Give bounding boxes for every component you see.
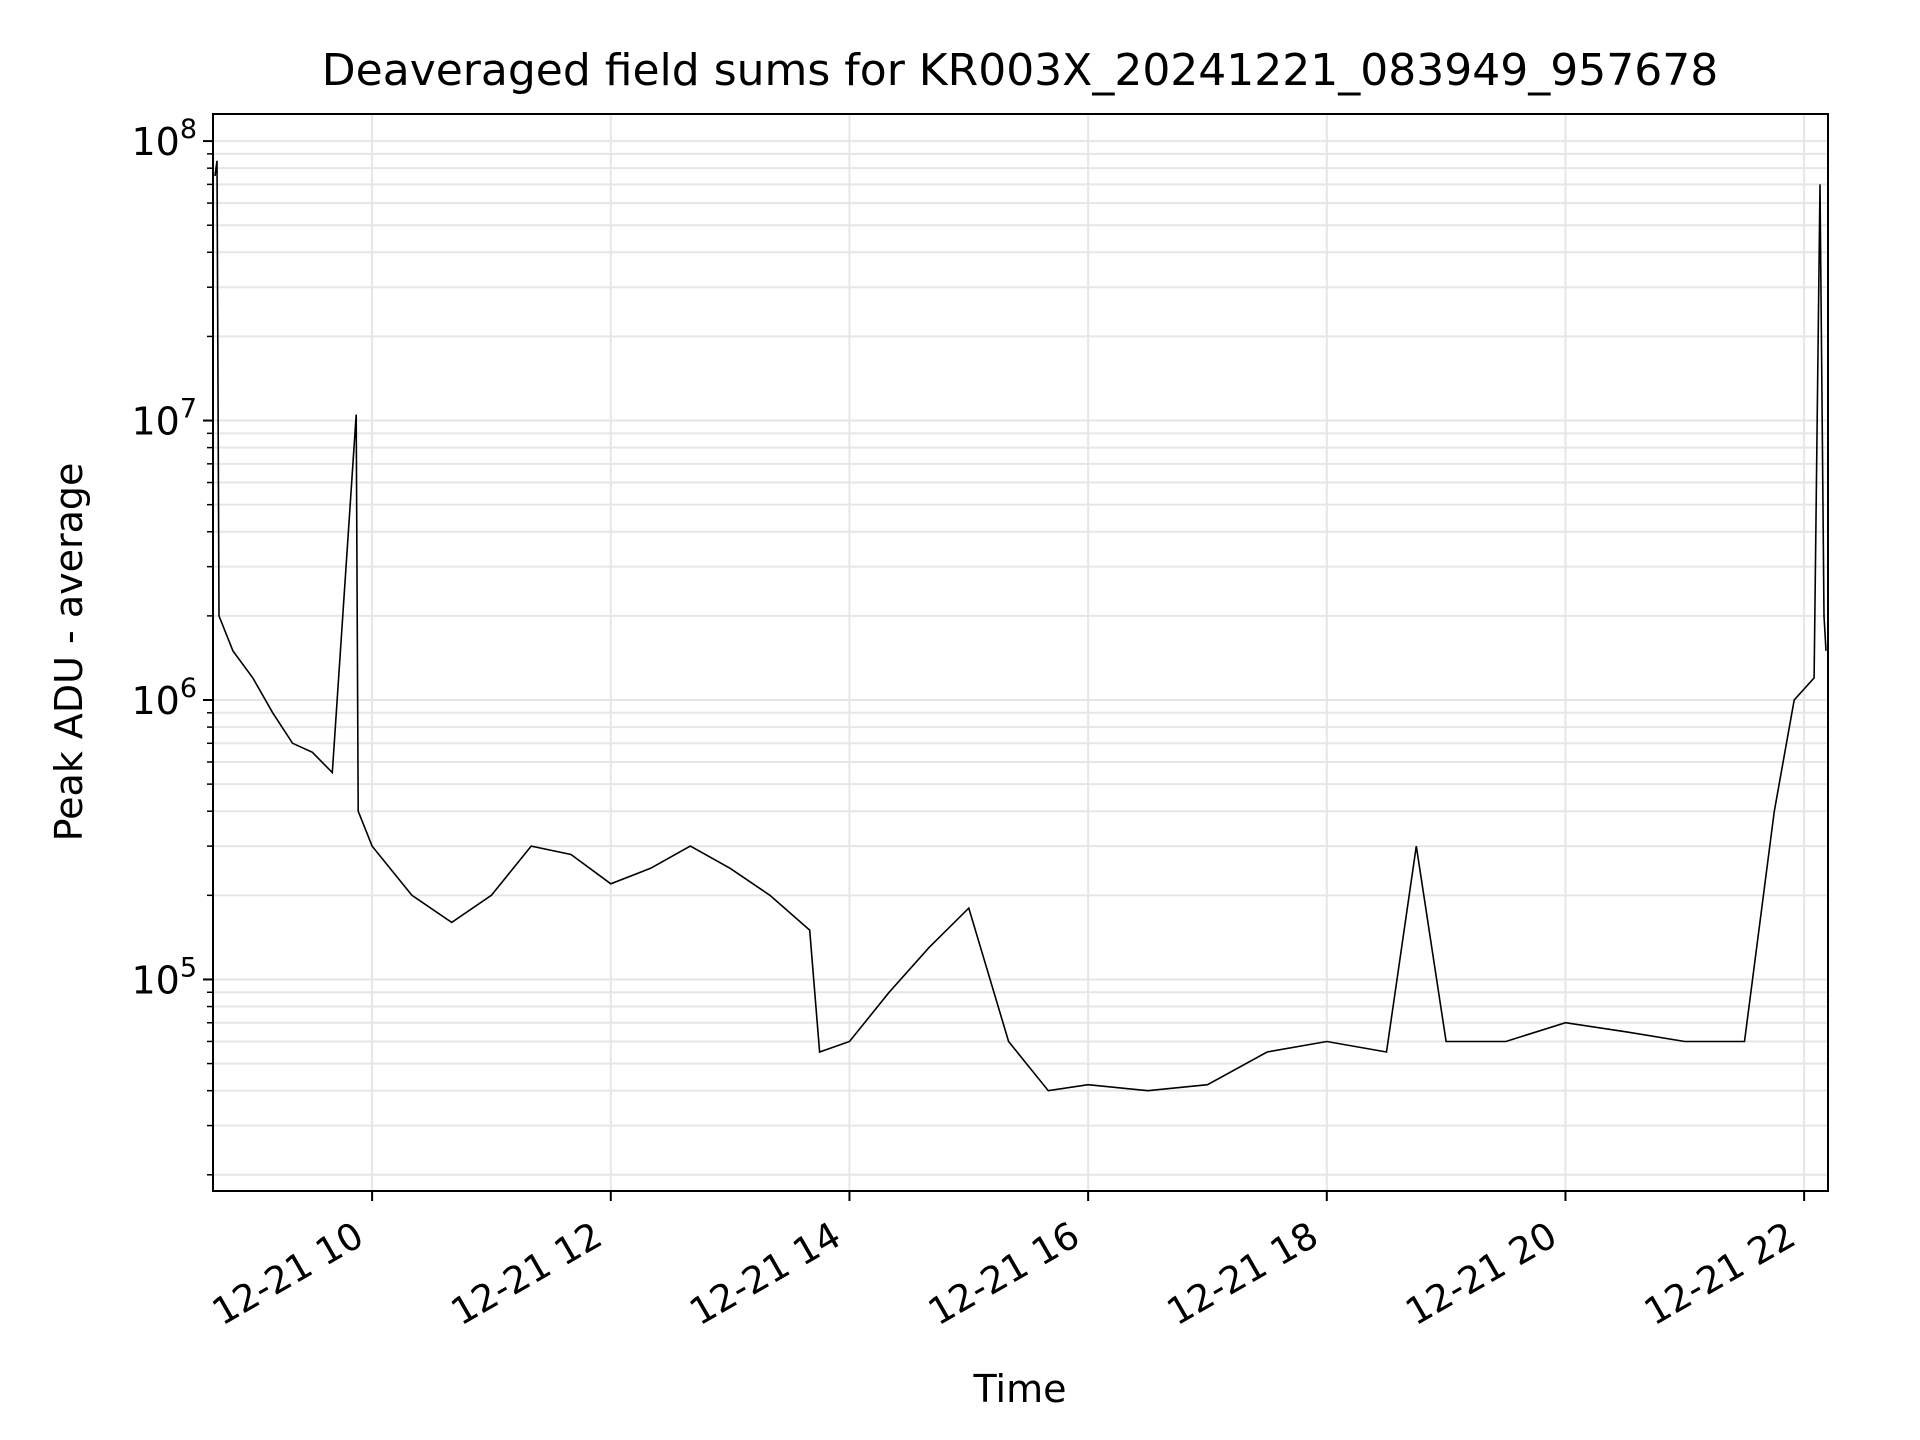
- chart-title: Deaveraged field sums for KR003X_2024122…: [322, 45, 1718, 96]
- y-tick-label: 108: [131, 114, 197, 164]
- y-axis-label: Peak ADU - average: [47, 463, 91, 842]
- y-tick-label: 106: [131, 673, 197, 723]
- x-axis-label: Time: [973, 1367, 1067, 1411]
- plot-frame: [212, 113, 1829, 1192]
- y-tick-label: 107: [131, 394, 197, 444]
- series-line: [214, 160, 1827, 1092]
- grid: [213, 114, 1828, 1191]
- y-tick-label: 105: [131, 952, 197, 1002]
- data-layer: [214, 160, 1827, 1092]
